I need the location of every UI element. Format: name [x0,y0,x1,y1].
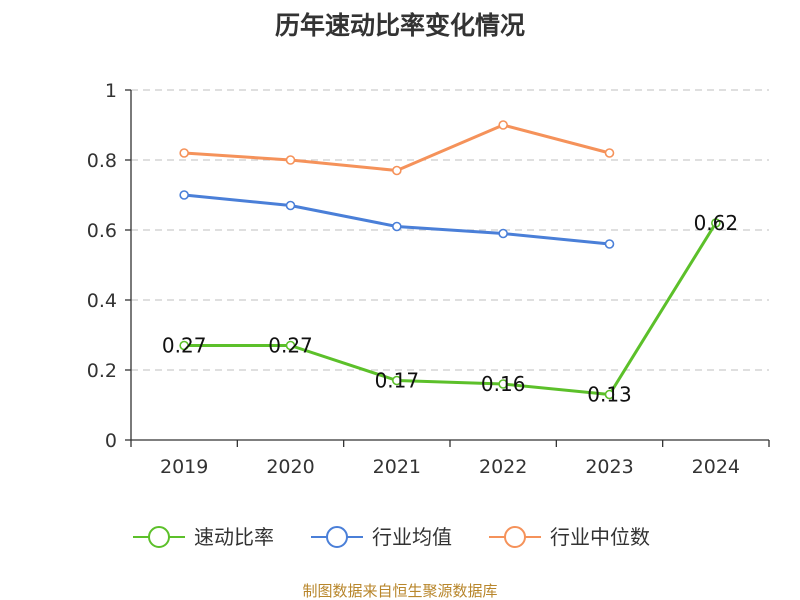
y-tick-label: 0 [105,430,117,452]
legend-marker [326,526,348,548]
y-tick-label: 0.4 [87,290,117,312]
data-point[interactable] [498,379,508,389]
legend-label: 速动比率 [194,525,274,549]
data-point[interactable] [498,120,508,130]
x-tick-label: 2024 [692,456,740,478]
legend[interactable]: 速动比率 行业均值 行业中位数 [133,525,650,549]
x-tick-label: 2019 [160,456,208,478]
series-line [184,193,610,246]
data-point[interactable] [392,165,402,176]
axes: 0 0.2 0.4 0.6 0.8 1 2019 2020 2021 2022 2023 2024 [87,80,770,478]
data-point[interactable] [604,239,615,249]
legend-marker [148,526,170,548]
legend-label: 行业均值 [372,525,452,549]
data-point[interactable] [179,148,189,158]
source-note: 制图数据来自恒生聚源数据库 [302,582,497,600]
y-tick-label: 0.6 [87,220,117,242]
data-labels: 0.27 0.27 0.17 0.16 0.13 0.62 [162,211,738,407]
data-label: 0.17 [375,369,420,393]
data-label: 0.27 [268,334,313,358]
data-point[interactable] [392,375,402,386]
data-label: 0.27 [162,334,207,358]
chart-title: 历年速动比率变化情况 [275,11,525,40]
y-tick-label: 0.2 [87,360,117,382]
y-tick-label: 0.8 [87,150,117,172]
data-point[interactable] [498,228,508,239]
legend-item[interactable]: 行业均值 [311,525,452,549]
data-point[interactable] [179,340,189,351]
series-layer [179,120,721,400]
legend-marker [504,526,526,548]
data-point[interactable] [179,190,189,200]
legend-item[interactable]: 行业中位数 [489,525,650,549]
data-label: 0.62 [694,211,739,235]
data-point[interactable] [285,340,296,351]
data-point[interactable] [604,389,615,400]
legend-label: 行业中位数 [550,525,650,549]
data-point[interactable] [604,148,615,158]
legend-item[interactable]: 速动比率 [133,525,274,549]
x-tick-label: 2023 [585,456,633,478]
x-tick-label: 2021 [373,456,421,478]
data-point[interactable] [392,221,402,232]
data-label: 0.13 [587,383,632,407]
series-line [184,123,610,172]
series-line [184,222,718,396]
y-tick-label: 1 [105,80,117,102]
x-tick-label: 2020 [266,456,314,478]
data-point[interactable] [711,218,721,228]
data-label: 0.16 [481,372,526,396]
data-point[interactable] [285,200,296,211]
x-tick-label: 2022 [479,456,527,478]
data-point[interactable] [285,155,296,165]
